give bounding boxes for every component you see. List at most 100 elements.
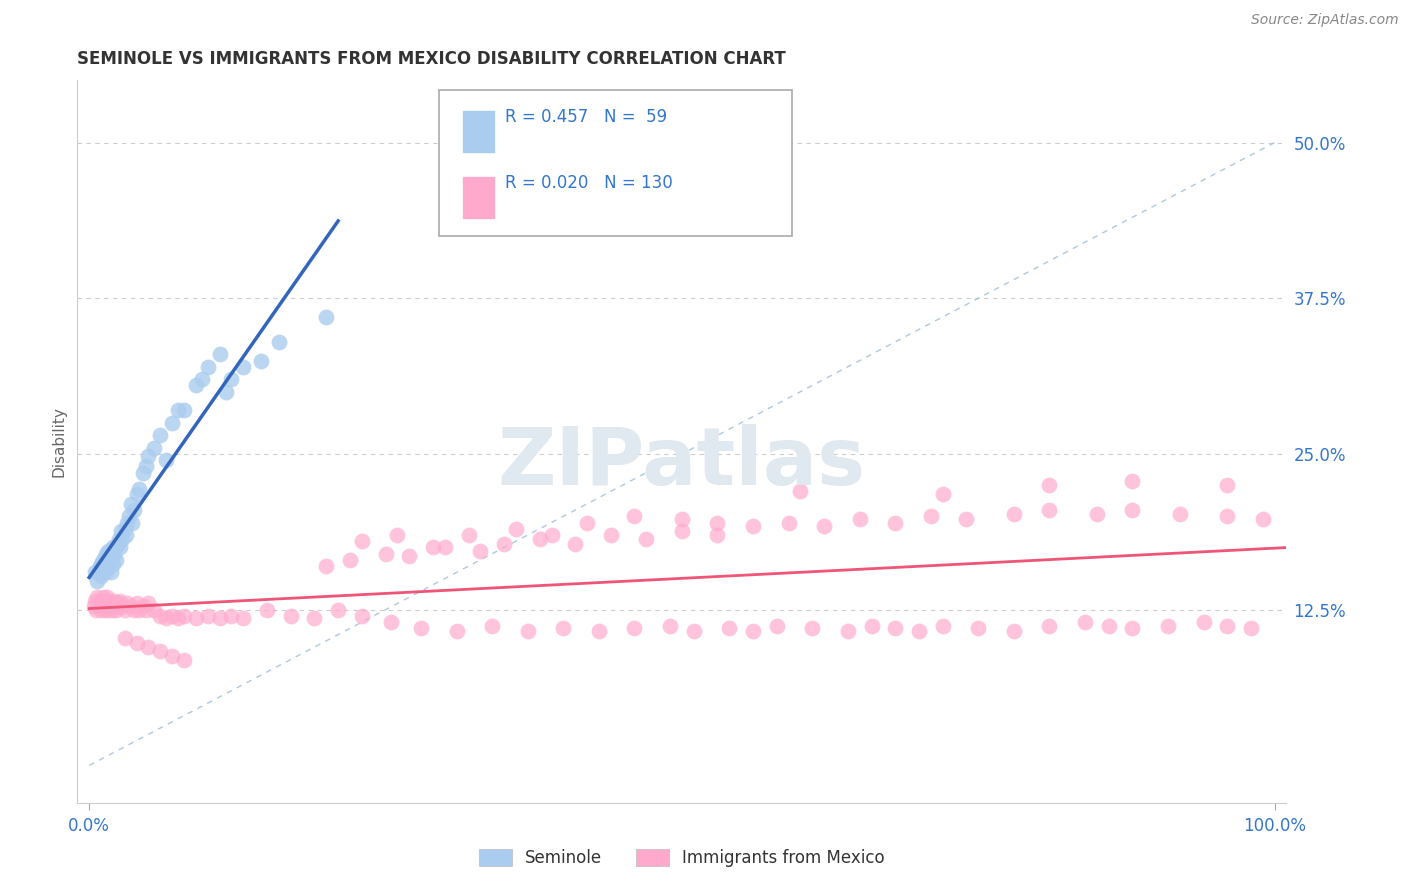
Point bbox=[90, 594, 112, 608]
Point bbox=[128, 603, 150, 617]
Text: ZIPatlas: ZIPatlas bbox=[498, 425, 866, 502]
Point bbox=[671, 524, 693, 539]
Point bbox=[89, 559, 111, 574]
Point bbox=[636, 532, 658, 546]
Point bbox=[93, 553, 115, 567]
Point bbox=[98, 553, 121, 567]
Point bbox=[167, 403, 190, 417]
Point bbox=[505, 522, 527, 536]
Point bbox=[114, 603, 136, 617]
Point bbox=[155, 453, 177, 467]
Point bbox=[789, 484, 811, 499]
Point bbox=[718, 621, 741, 635]
Point bbox=[232, 611, 254, 625]
Point bbox=[315, 559, 337, 574]
Point bbox=[125, 597, 148, 611]
Point bbox=[103, 594, 125, 608]
Point bbox=[122, 603, 145, 617]
Point bbox=[1121, 621, 1143, 635]
Point bbox=[125, 636, 148, 650]
Point bbox=[97, 603, 120, 617]
Point bbox=[120, 599, 142, 613]
Point bbox=[108, 532, 131, 546]
Point bbox=[280, 609, 302, 624]
Point bbox=[208, 611, 231, 625]
Point bbox=[96, 599, 118, 613]
Point bbox=[114, 522, 136, 536]
Point bbox=[84, 566, 107, 580]
Point bbox=[184, 611, 207, 625]
Point bbox=[149, 644, 172, 658]
Point bbox=[967, 621, 990, 635]
Point bbox=[94, 547, 117, 561]
Point bbox=[659, 619, 682, 633]
Point bbox=[90, 603, 112, 617]
Point bbox=[481, 619, 503, 633]
Point bbox=[623, 509, 645, 524]
Point bbox=[197, 359, 219, 374]
Point bbox=[97, 544, 120, 558]
Point bbox=[101, 541, 124, 555]
Point bbox=[107, 597, 129, 611]
Point bbox=[1074, 615, 1097, 630]
Point bbox=[143, 603, 166, 617]
Point bbox=[125, 487, 148, 501]
Point bbox=[931, 487, 953, 501]
Point bbox=[104, 599, 127, 613]
Text: Source: ZipAtlas.com: Source: ZipAtlas.com bbox=[1251, 13, 1399, 28]
Point bbox=[108, 541, 131, 555]
Point bbox=[115, 528, 138, 542]
Point bbox=[742, 519, 765, 533]
Point bbox=[149, 428, 172, 442]
Point bbox=[1157, 619, 1180, 633]
Point bbox=[97, 557, 120, 571]
Point bbox=[1216, 509, 1239, 524]
Point bbox=[387, 528, 409, 542]
Point bbox=[91, 599, 114, 613]
Point bbox=[599, 528, 621, 542]
Point bbox=[115, 516, 138, 530]
Point bbox=[93, 553, 115, 567]
Point bbox=[160, 416, 183, 430]
Point bbox=[98, 594, 121, 608]
Point bbox=[138, 597, 160, 611]
Point bbox=[398, 549, 420, 563]
Point bbox=[884, 516, 907, 530]
Point bbox=[1168, 507, 1191, 521]
Point bbox=[87, 599, 110, 613]
Point bbox=[115, 597, 138, 611]
Point bbox=[380, 615, 402, 630]
Point bbox=[107, 537, 129, 551]
Point bbox=[160, 609, 183, 624]
Point bbox=[167, 611, 190, 625]
Y-axis label: Disability: Disability bbox=[51, 406, 66, 477]
Point bbox=[108, 594, 131, 608]
Point bbox=[111, 599, 134, 613]
Point bbox=[160, 648, 183, 663]
Point bbox=[706, 516, 728, 530]
Point bbox=[110, 524, 132, 539]
Point bbox=[101, 557, 124, 571]
Point bbox=[1121, 503, 1143, 517]
Point bbox=[118, 509, 141, 524]
Point bbox=[848, 512, 870, 526]
Point bbox=[1002, 624, 1025, 638]
Point bbox=[908, 624, 931, 638]
Text: R = 0.020   N = 130: R = 0.020 N = 130 bbox=[505, 174, 673, 193]
Point bbox=[208, 347, 231, 361]
Point bbox=[94, 559, 117, 574]
Point bbox=[339, 553, 361, 567]
Point bbox=[105, 603, 128, 617]
Point bbox=[529, 532, 551, 546]
Point bbox=[706, 528, 728, 542]
Point bbox=[411, 621, 433, 635]
Point bbox=[96, 591, 118, 605]
Point bbox=[93, 561, 115, 575]
Point bbox=[588, 624, 610, 638]
Text: R = 0.457   N =  59: R = 0.457 N = 59 bbox=[505, 109, 668, 127]
Point bbox=[778, 516, 800, 530]
Point bbox=[955, 512, 977, 526]
Point bbox=[553, 621, 575, 635]
Point bbox=[100, 547, 122, 561]
Point bbox=[91, 566, 114, 580]
